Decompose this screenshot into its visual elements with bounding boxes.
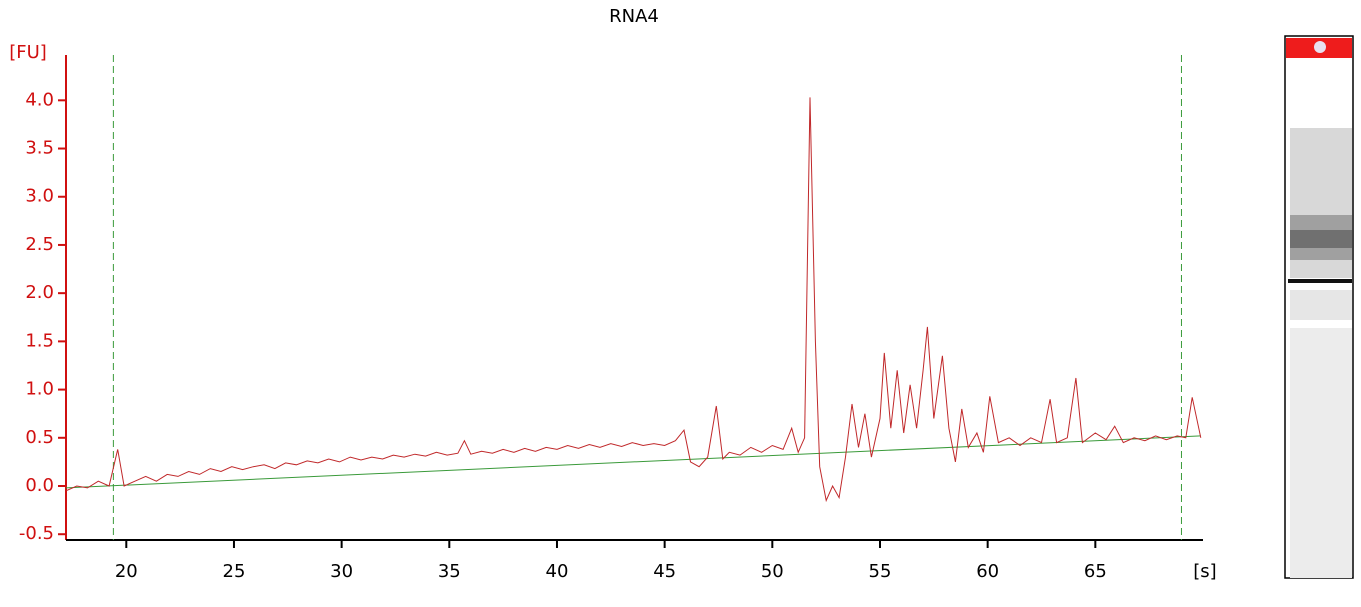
y-tick-label: 3.5	[25, 138, 54, 159]
lane-band	[1290, 290, 1352, 320]
chart-title: RNA4	[609, 6, 659, 27]
x-tick-label: 35	[438, 561, 461, 582]
lane-band	[1288, 279, 1352, 283]
x-tick-label: 20	[115, 561, 138, 582]
gel-lane	[1284, 35, 1354, 579]
y-tick-label: 2.0	[25, 282, 54, 303]
x-tick-label: 55	[869, 561, 892, 582]
y-tick-label: 4.0	[25, 89, 54, 110]
baseline	[65, 435, 1201, 489]
x-tick-label: 45	[653, 561, 676, 582]
x-axis-label: [s]	[1193, 561, 1216, 582]
trace	[65, 97, 1202, 503]
x-tick-label: 30	[330, 561, 353, 582]
x-tick-label: 60	[976, 561, 999, 582]
lane-band	[1290, 328, 1352, 578]
y-tick-label: 1.5	[25, 330, 54, 351]
y-tick-label: 2.5	[25, 234, 54, 255]
x-tick-label: 65	[1084, 561, 1107, 582]
x-tick-label: 50	[761, 561, 784, 582]
y-tick-label: 0.0	[25, 475, 54, 496]
x-tick-label: 25	[223, 561, 246, 582]
y-tick-label: 1.0	[25, 379, 54, 400]
y-axis-label: [FU]	[9, 42, 47, 63]
x-tick-label: 40	[546, 561, 569, 582]
y-tick-label: 3.0	[25, 186, 54, 207]
lane-band	[1290, 230, 1352, 248]
y-tick-label: -0.5	[19, 523, 54, 544]
y-tick-label: 0.5	[25, 427, 54, 448]
lane-dot	[1314, 41, 1326, 53]
